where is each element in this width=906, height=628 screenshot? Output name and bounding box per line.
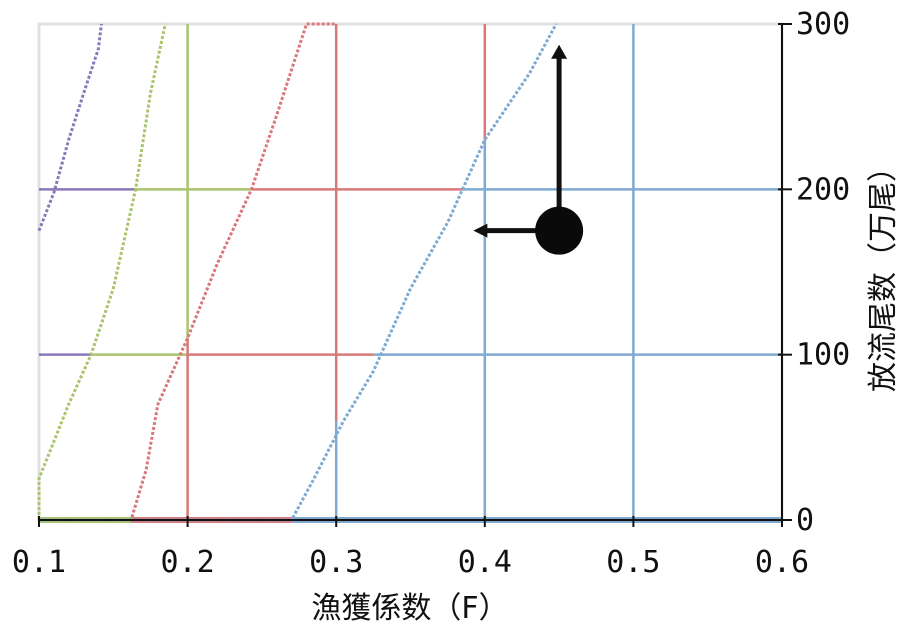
x-tick-label-3: 0.4 bbox=[458, 545, 512, 580]
x-tick-label-0: 0.1 bbox=[12, 545, 66, 580]
y-tick-label-0: 0 bbox=[796, 503, 814, 538]
y-axis-title: 放流尾数（万尾） bbox=[866, 152, 901, 392]
series-lines bbox=[37, 22, 558, 522]
y-tick-label-2: 200 bbox=[796, 172, 850, 207]
x-tick-label-5: 0.6 bbox=[755, 545, 809, 580]
x-tick-label-4: 0.5 bbox=[606, 545, 660, 580]
tick-labels: 0.1 0.2 0.3 0.4 0.5 0.6 0 100 200 300 bbox=[12, 7, 850, 580]
series-line-0 bbox=[37, 23, 103, 232]
axes bbox=[38, 23, 792, 527]
plot-area bbox=[37, 22, 784, 522]
arrow-head-1 bbox=[473, 223, 488, 238]
series-line-2 bbox=[39, 22, 337, 522]
x-axis-title: 漁獲係数（F） bbox=[311, 591, 508, 626]
current-point-marker bbox=[535, 206, 584, 255]
series-line-1 bbox=[37, 23, 167, 520]
x-tick-label-2: 0.3 bbox=[309, 545, 363, 580]
annotations bbox=[473, 44, 584, 255]
series-line-3 bbox=[39, 23, 558, 522]
arrow-head-0 bbox=[551, 44, 568, 59]
y-tick-label-1: 100 bbox=[796, 338, 850, 373]
y-tick-label-3: 300 bbox=[796, 7, 850, 42]
x-tick-label-1: 0.2 bbox=[161, 545, 215, 580]
zone-lines bbox=[39, 24, 782, 520]
arrow-up-0 bbox=[551, 44, 568, 231]
